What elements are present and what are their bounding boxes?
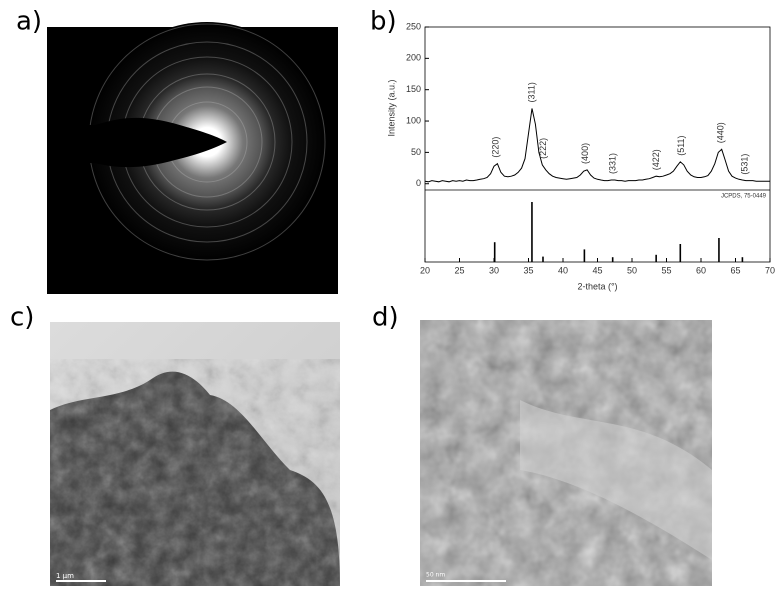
peak-label: (511): [676, 135, 686, 155]
xrd-pattern: [424, 108, 770, 183]
tem-image-c: 1 µm: [50, 322, 340, 586]
y-tick-label: 200: [406, 53, 421, 63]
x-tick-label: 65: [730, 265, 740, 275]
y-tick-label: 250: [406, 21, 421, 31]
scale-bar-label: 1 µm: [56, 572, 74, 580]
peak-label: (311): [526, 82, 536, 102]
panel-label: b): [370, 7, 397, 37]
tem-image-d: 50 nm: [420, 320, 712, 586]
diffraction-image: [47, 22, 338, 294]
x-tick-label: 45: [592, 265, 602, 275]
panel-label: a): [16, 7, 42, 37]
panel-label: d): [372, 303, 399, 333]
peak-label: (422): [651, 149, 661, 170]
reference-label: JCPDS, 75-0449: [721, 194, 767, 200]
plot-frame: [424, 26, 771, 263]
peak-label: (220): [490, 137, 500, 158]
peak-label: (222): [538, 138, 548, 159]
peak-label: (531): [740, 154, 750, 175]
peak-label: (400): [580, 143, 590, 164]
x-tick-label: 55: [661, 265, 671, 275]
x-tick-label: 20: [420, 265, 430, 275]
y-tick-label: 0: [416, 178, 421, 188]
x-tick-label: 60: [696, 265, 706, 275]
xrd-chart: 0 50 100 150 200 250 20 25 30 35 40 45 50 55 60 65 70 2-t…: [386, 21, 775, 291]
x-tick-label: 25: [454, 265, 464, 275]
y-axis-title: Intensity (a.u.): [386, 79, 396, 136]
x-tick-label: 40: [558, 265, 568, 275]
scale-bar-label: 50 nm: [426, 572, 445, 579]
x-tick-label: 35: [523, 265, 533, 275]
y-tick-label: 150: [406, 84, 421, 94]
panel-label: c): [10, 303, 34, 333]
x-axis-title: 2-theta (°): [577, 281, 617, 291]
x-tick-label: 30: [489, 265, 499, 275]
x-tick-label: 50: [627, 265, 637, 275]
peak-label: (331): [608, 153, 618, 174]
x-tick-label: 70: [765, 265, 775, 275]
y-tick-label: 100: [406, 115, 421, 125]
y-tick-label: 50: [411, 147, 421, 157]
peak-label: (440): [715, 122, 725, 143]
